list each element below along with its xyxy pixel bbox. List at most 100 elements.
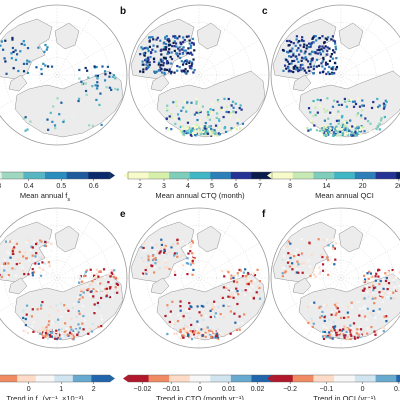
data-point — [281, 48, 285, 52]
data-point — [173, 270, 176, 273]
data-point — [40, 68, 43, 71]
data-point — [385, 276, 388, 280]
data-point — [164, 48, 167, 51]
data-point — [325, 38, 329, 41]
data-point — [60, 101, 63, 104]
data-point — [300, 38, 304, 42]
data-point — [382, 102, 385, 105]
data-point — [229, 305, 232, 308]
data-point — [285, 58, 288, 62]
data-point — [93, 276, 96, 280]
data-point — [72, 329, 75, 332]
data-point — [96, 288, 99, 291]
colorbar-arrow-left — [123, 375, 128, 382]
data-point — [350, 305, 354, 309]
data-point — [170, 244, 174, 247]
data-point — [148, 36, 151, 39]
data-point — [115, 282, 119, 286]
data-point — [363, 305, 366, 308]
data-point — [52, 328, 55, 332]
data-point — [176, 242, 179, 245]
data-point — [209, 108, 212, 111]
data-point — [326, 97, 329, 100]
data-point — [245, 278, 248, 281]
data-point — [6, 275, 9, 278]
data-point — [312, 322, 315, 325]
data-point — [207, 113, 210, 116]
data-point — [292, 70, 295, 74]
data-point — [77, 99, 80, 103]
data-point — [154, 71, 157, 74]
data-point — [204, 134, 208, 137]
data-point — [145, 68, 148, 71]
data-point — [392, 270, 396, 273]
data-point — [146, 56, 150, 59]
data-point — [44, 43, 47, 47]
data-point — [333, 247, 337, 250]
data-point — [285, 39, 289, 43]
data-point — [80, 80, 83, 83]
colorbar-swatch — [72, 375, 92, 382]
data-point — [44, 240, 47, 244]
data-point — [108, 72, 112, 75]
data-point — [65, 307, 69, 310]
data-point — [314, 114, 317, 117]
data-point — [221, 283, 224, 286]
data-point — [336, 332, 339, 335]
data-point — [235, 291, 238, 294]
data-point — [139, 53, 142, 56]
data-point — [320, 125, 324, 128]
data-point — [30, 245, 33, 248]
data-point — [48, 334, 52, 337]
data-point — [5, 72, 8, 75]
data-point — [374, 275, 377, 278]
data-point — [61, 335, 64, 338]
data-point — [160, 53, 163, 56]
data-point — [340, 329, 343, 332]
data-point — [244, 268, 247, 271]
data-point — [27, 239, 30, 242]
data-point — [70, 317, 73, 320]
data-point — [323, 47, 326, 50]
data-point — [377, 310, 380, 314]
data-point — [374, 333, 377, 336]
data-point — [366, 307, 369, 310]
data-point — [292, 255, 296, 258]
data-point — [168, 70, 171, 73]
data-point — [23, 43, 26, 46]
data-point — [229, 295, 232, 299]
data-point — [302, 57, 305, 60]
data-point — [344, 100, 347, 103]
data-point — [372, 100, 375, 104]
data-point — [174, 100, 178, 103]
data-point — [92, 295, 95, 298]
data-point — [334, 258, 337, 261]
data-point — [335, 67, 338, 70]
data-point — [192, 43, 196, 46]
data-point — [391, 268, 394, 272]
data-point — [165, 253, 169, 256]
data-point — [384, 103, 387, 106]
data-point — [22, 70, 26, 73]
data-point — [287, 70, 290, 73]
data-point — [97, 275, 100, 278]
data-point — [204, 315, 207, 318]
data-point — [151, 254, 155, 257]
data-point — [183, 330, 187, 333]
data-point — [202, 318, 205, 322]
data-point — [197, 111, 200, 115]
data-point — [382, 287, 385, 290]
data-point — [315, 129, 319, 132]
data-point — [95, 98, 98, 102]
data-point — [330, 128, 333, 132]
data-point — [170, 51, 173, 54]
data-point — [55, 304, 58, 307]
data-point — [97, 281, 100, 284]
data-point — [340, 116, 344, 119]
data-point — [365, 308, 368, 311]
data-point — [159, 69, 162, 72]
data-point — [330, 310, 333, 314]
data-point — [330, 67, 333, 70]
data-point — [22, 40, 25, 43]
data-point — [189, 44, 193, 47]
